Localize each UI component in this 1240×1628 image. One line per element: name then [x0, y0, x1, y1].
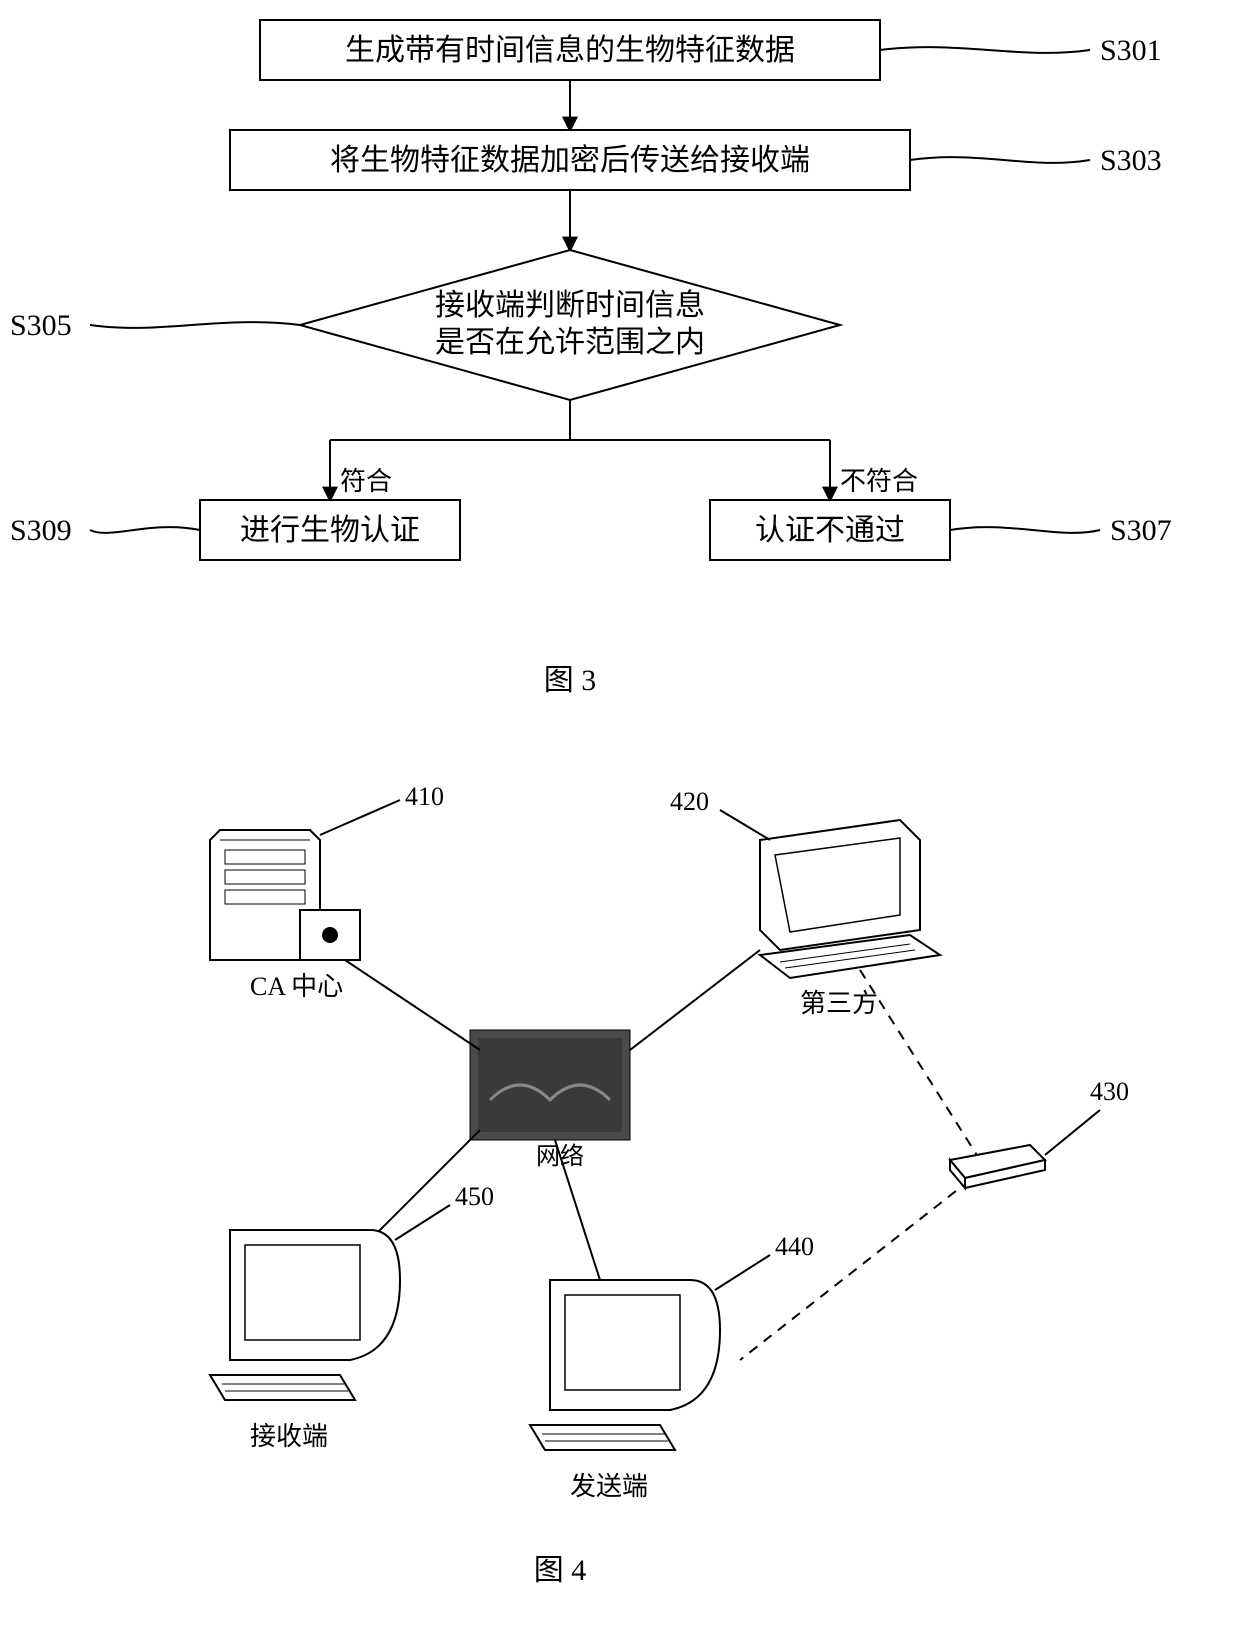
branch-no: 不符合 — [840, 467, 918, 496]
network-node: 网络 — [470, 1030, 630, 1170]
link-ca-net — [330, 950, 480, 1050]
link-device-sender — [740, 1180, 970, 1360]
device-id: 430 — [1090, 1077, 1129, 1106]
label-s305: S305 — [10, 309, 72, 342]
label-s301: S301 — [1100, 34, 1162, 67]
link-tp-net — [630, 950, 760, 1050]
step-s307-text: 认证不通过 — [755, 514, 905, 547]
ca-node: CA 中心 — [210, 830, 360, 1001]
thirdparty-node: 第三方 — [760, 820, 940, 1018]
step-s309-text: 进行生物认证 — [240, 514, 420, 547]
step-s309: 进行生物认证 — [200, 500, 460, 560]
ca-id: 410 — [405, 782, 444, 811]
label-s303: S303 — [1100, 144, 1162, 177]
receiver-id: 450 — [455, 1182, 494, 1211]
step-s307: 认证不通过 — [710, 500, 950, 560]
thirdparty-id: 420 — [670, 787, 709, 816]
ca-label: CA 中心 — [250, 972, 343, 1001]
sender-label: 发送端 — [570, 1472, 648, 1501]
thirdparty-label: 第三方 — [800, 989, 878, 1018]
step-s303: 将生物特征数据加密后传送给接收端 — [230, 130, 910, 190]
sender-node: 发送端 — [530, 1280, 720, 1501]
step-s301: 生成带有时间信息的生物特征数据 — [260, 20, 880, 80]
receiver-label: 接收端 — [250, 1422, 328, 1451]
receiver-node: 接收端 — [210, 1230, 400, 1451]
label-s307: S307 — [1110, 514, 1172, 547]
branch-yes: 符合 — [340, 467, 392, 496]
figure-3-caption: 图 3 — [544, 664, 597, 697]
step-s303-text: 将生物特征数据加密后传送给接收端 — [330, 144, 810, 177]
step-s305: 接收端判断时间信息 是否在允许范围之内 — [300, 250, 840, 400]
page: 生成带有时间信息的生物特征数据 S301 将生物特征数据加密后传送给接收端 S3… — [0, 0, 1240, 1628]
sender-id: 440 — [775, 1232, 814, 1261]
figure-4: 网络 CA 中心 410 第三方 420 43 — [0, 740, 1240, 1620]
figure-3: 生成带有时间信息的生物特征数据 S301 将生物特征数据加密后传送给接收端 S3… — [0, 0, 1240, 720]
step-s301-text: 生成带有时间信息的生物特征数据 — [345, 34, 795, 67]
label-s309: S309 — [10, 514, 72, 547]
figure-4-caption: 图 4 — [534, 1554, 587, 1587]
device-node — [950, 1145, 1045, 1188]
step-s305-line1: 接收端判断时间信息 — [435, 289, 705, 322]
step-s305-line2: 是否在允许范围之内 — [435, 326, 705, 359]
